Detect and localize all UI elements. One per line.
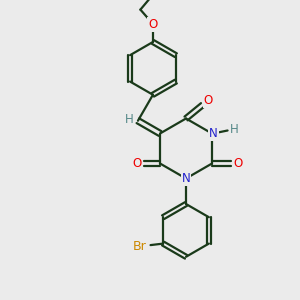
Text: O: O — [233, 157, 243, 170]
Text: O: O — [148, 18, 158, 31]
Text: O: O — [132, 157, 142, 170]
Text: N: N — [209, 127, 218, 140]
Text: Br: Br — [132, 240, 146, 253]
Text: H: H — [230, 122, 239, 136]
Text: O: O — [204, 94, 213, 107]
Text: H: H — [125, 113, 134, 126]
Text: N: N — [182, 172, 190, 185]
